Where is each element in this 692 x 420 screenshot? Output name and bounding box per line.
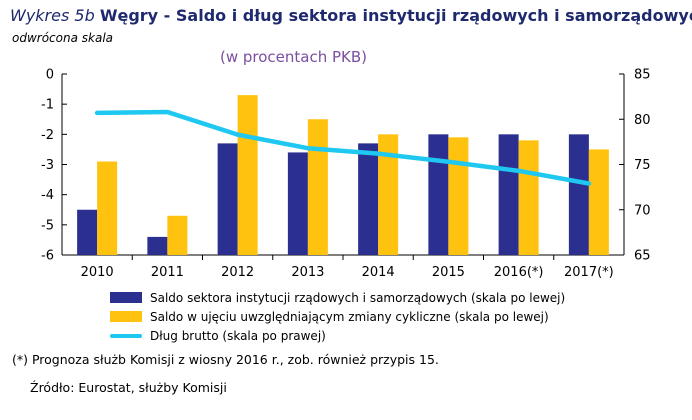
left-tick-label: -2: [41, 128, 54, 143]
x-tick-label: 2010: [81, 265, 114, 280]
legend: Saldo sektora instytucji rządowych i sam…: [110, 288, 565, 345]
bar-saldo: [358, 143, 379, 255]
left-tick-label: -6: [41, 249, 54, 264]
left-tick-label: -5: [41, 218, 54, 233]
right-tick-label: 85: [634, 68, 651, 83]
x-tick-label: 2015: [432, 265, 465, 280]
legend-item-saldo: Saldo sektora instytucji rządowych i sam…: [110, 288, 565, 307]
chart-subtitle: (w procentach PKB): [220, 48, 368, 66]
chart-plot: -6 -5 -4 -3 -2 -1 0 85 80 75 70 65 2010 2011 2012 2013 2…: [41, 68, 651, 281]
right-tick-label: 80: [634, 113, 651, 128]
x-tick-label: 2017(*): [564, 265, 614, 280]
source-note: Źródło: Eurostat, służby Komisji: [30, 380, 227, 395]
left-tick-label: -3: [41, 158, 54, 173]
x-tick-label: 2011: [151, 265, 184, 280]
x-tick-label: 2012: [221, 265, 254, 280]
bar-saldo-cykliczne: [97, 161, 118, 255]
chart-title: Wykres 5b Węgry - Saldo i dług sektora i…: [10, 6, 692, 25]
bar-saldo: [147, 236, 168, 255]
bar-saldo-cykliczne: [307, 119, 328, 255]
chart-title-main: Węgry - Saldo i dług sektora instytucji …: [99, 6, 692, 25]
right-tick-label: 70: [634, 203, 651, 218]
bar-saldo: [77, 209, 98, 255]
left-tick-label: 0: [46, 68, 54, 83]
bar-saldo: [498, 134, 519, 255]
right-tick-label: 65: [634, 249, 651, 264]
bar-saldo-cykliczne: [448, 137, 469, 255]
bar-saldo: [217, 143, 238, 255]
legend-label-saldo: Saldo sektora instytucji rządowych i sam…: [150, 290, 566, 305]
bar-saldo: [428, 134, 449, 255]
legend-swatch-saldo-cykliczne: [110, 311, 142, 322]
bar-saldo: [287, 152, 308, 255]
bar-saldo-cykliczne: [378, 134, 399, 255]
bar-saldo: [568, 134, 589, 255]
bar-saldo-cykliczne: [237, 95, 258, 255]
x-tick-label: 2016(*): [494, 265, 544, 280]
legend-label-dlug: Dług brutto (skala po prawej): [150, 328, 326, 343]
bar-saldo-cykliczne: [518, 140, 539, 255]
x-tick-label: 2013: [291, 265, 324, 280]
legend-swatch-dlug: [110, 333, 142, 338]
legend-swatch-saldo: [110, 292, 142, 303]
legend-item-saldo-cykliczne: Saldo w ujęciu uwzględniającym zmiany cy…: [110, 307, 565, 326]
bar-saldo-cykliczne: [588, 149, 609, 255]
left-tick-label: -1: [41, 98, 54, 113]
bar-saldo-cykliczne: [167, 215, 188, 255]
inverted-scale-note: odwrócona skala: [12, 31, 114, 45]
chart-title-prefix: Wykres 5b: [10, 6, 95, 25]
left-tick-label: -4: [41, 188, 54, 203]
legend-item-dlug: Dług brutto (skala po prawej): [110, 326, 565, 345]
legend-label-saldo-cykliczne: Saldo w ujęciu uwzględniającym zmiany cy…: [150, 309, 549, 324]
line-dlug-brutto: [94, 109, 592, 186]
x-tick-label: 2014: [362, 265, 395, 280]
right-tick-label: 75: [634, 158, 651, 173]
footnote: (*) Prognoza służb Komisji z wiosny 2016…: [12, 352, 439, 367]
